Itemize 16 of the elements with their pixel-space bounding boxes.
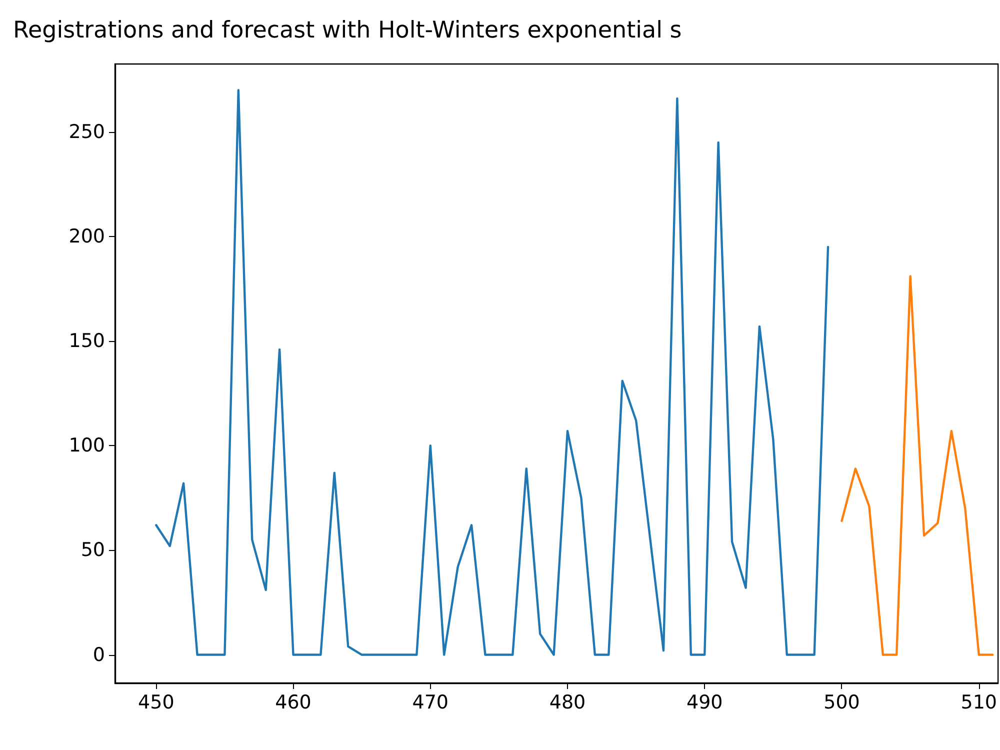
- x-tick-label: 490: [686, 692, 723, 714]
- y-tick-label: 100: [68, 434, 105, 457]
- x-tick-label: 470: [412, 692, 449, 714]
- x-tick-label: 510: [960, 692, 997, 714]
- line-series: [155, 89, 830, 656]
- y-tick-label: 150: [68, 330, 105, 352]
- x-tick-label: 500: [824, 692, 860, 714]
- y-tick-label: 0: [92, 644, 105, 666]
- y-tick-label: 200: [68, 226, 105, 248]
- y-tick-label: 250: [68, 120, 105, 143]
- line-series: [840, 275, 994, 656]
- x-tick-label: 480: [549, 692, 586, 714]
- chart-title: Registrations and forecast with Holt-Winters exponential s: [13, 18, 682, 44]
- y-tick-label: 50: [80, 539, 105, 562]
- x-tick-label: 460: [275, 692, 312, 714]
- x-tick-label: 450: [138, 692, 174, 714]
